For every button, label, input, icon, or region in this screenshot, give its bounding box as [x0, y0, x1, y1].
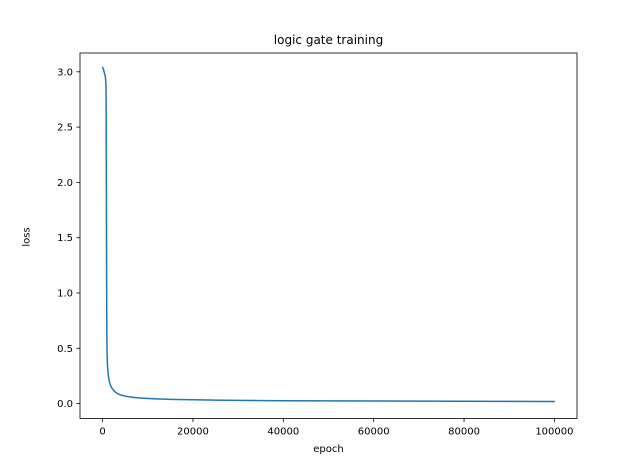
loss-curve-line [101, 66, 556, 403]
y-tick-label: 3.0 [57, 67, 73, 78]
y-tick-label: 2.5 [57, 123, 73, 134]
chart-title: logic gate training [273, 33, 384, 47]
x-tick-label: 100000 [535, 427, 573, 438]
x-axis-label: epoch [313, 444, 344, 455]
x-tick-label: 80000 [448, 427, 480, 438]
x-tick-label: 20000 [177, 427, 209, 438]
y-tick-label: 1.0 [57, 288, 73, 299]
x-tick-label: 60000 [358, 427, 390, 438]
x-tick-label: 0 [99, 427, 105, 438]
y-tick-label: 0.5 [57, 344, 73, 355]
x-tick-label: 40000 [267, 427, 299, 438]
y-tick-label: 0.0 [57, 399, 73, 410]
y-tick-label: 1.5 [57, 233, 73, 244]
axes-spines [79, 52, 578, 419]
y-tick-label: 2.0 [57, 178, 73, 189]
